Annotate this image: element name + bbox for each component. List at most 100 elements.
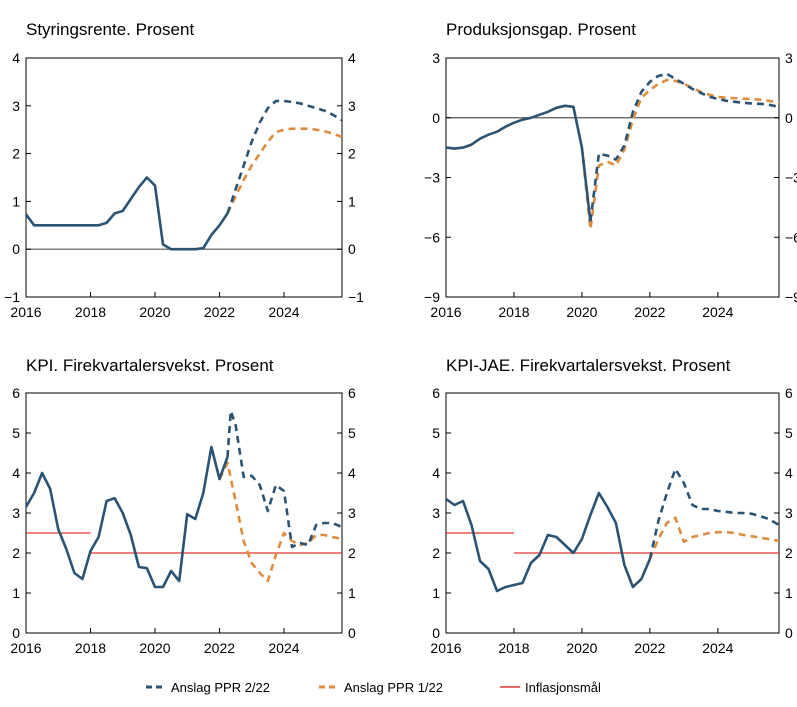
y-tick-label-right: −6 xyxy=(785,229,797,245)
y-tick-label-left: −6 xyxy=(424,229,440,245)
y-tick-label-left: 3 xyxy=(432,505,440,521)
y-tick-label-right: −9 xyxy=(785,289,797,305)
y-tick-label-left: −1 xyxy=(4,289,20,305)
y-tick-label-right: −1 xyxy=(348,289,364,305)
y-tick-label-left: 2 xyxy=(12,146,20,162)
x-tick-label: 2016 xyxy=(430,304,461,320)
y-tick-label-left: 6 xyxy=(12,385,20,401)
x-tick-label: 2016 xyxy=(10,304,41,320)
chart-svg: 0 0 1 1 2 2 3 3 4 4 5 5 6 6 2016 2018 2020 2022 2024 xyxy=(10,385,356,656)
y-tick-label-left: 3 xyxy=(12,98,20,114)
x-tick-label: 2020 xyxy=(139,640,170,656)
chart-title: KPI-JAE. Firekvartalersvekst. Prosent xyxy=(446,356,731,375)
legend-item-ppr2: Anslag PPR 2/22 xyxy=(145,676,270,698)
y-tick-label-left: 1 xyxy=(432,585,440,601)
series-line-ppr2 xyxy=(648,467,780,560)
series-line-hist xyxy=(445,104,592,222)
x-tick-label: 2024 xyxy=(268,640,299,656)
chart-svg: −1 −1 0 0 1 1 2 2 3 3 4 4 2016 2018 2020 2022 2024 xyxy=(4,50,364,320)
series-line-hist xyxy=(24,445,229,589)
y-tick-label-left: 4 xyxy=(432,465,440,481)
y-tick-label-left: 0 xyxy=(12,625,20,641)
y-tick-label-right: 1 xyxy=(348,193,356,209)
series-line-hist xyxy=(24,176,229,251)
x-tick-label: 2020 xyxy=(139,304,170,320)
y-tick-label-left: 6 xyxy=(432,385,440,401)
legend-swatch-target xyxy=(500,686,520,688)
x-tick-label: 2018 xyxy=(498,304,529,320)
plot-frame xyxy=(25,392,343,634)
y-tick-label-right: 2 xyxy=(348,545,356,561)
y-tick-label-left: 2 xyxy=(12,545,20,561)
legend-label-ppr2: Anslag PPR 2/22 xyxy=(171,679,271,695)
x-tick-label: 2018 xyxy=(75,304,106,320)
x-tick-label: 2022 xyxy=(204,304,235,320)
y-tick-label-right: 0 xyxy=(348,625,356,641)
y-tick-label-right: 1 xyxy=(348,585,356,601)
series-line-hist xyxy=(445,491,652,593)
x-tick-label: 2022 xyxy=(204,640,235,656)
y-tick-label-right: 2 xyxy=(785,545,793,561)
series-line-ppr2 xyxy=(226,99,343,214)
series-line-ppr1 xyxy=(226,127,343,214)
chart-panel-produksjonsgap: Produksjonsgap. Prosent −9 −9 −6 −6 −3 −3 0 0 3 3… xyxy=(398,0,797,340)
legend-label-target: Inflasjonsmål xyxy=(525,679,601,695)
y-tick-label-right: 3 xyxy=(348,505,356,521)
plot-frame xyxy=(445,57,780,298)
legend-label-ppr1: Anslag PPR 1/22 xyxy=(344,679,444,695)
y-tick-label-left: 0 xyxy=(12,241,20,257)
x-tick-label: 2016 xyxy=(10,640,41,656)
chart-title: Produksjonsgap. Prosent xyxy=(446,20,636,39)
y-tick-label-right: 5 xyxy=(348,425,356,441)
y-tick-label-right: 2 xyxy=(348,146,356,162)
y-tick-label-right: 6 xyxy=(785,385,793,401)
y-tick-label-left: 5 xyxy=(12,425,20,441)
chart-svg: 0 0 1 1 2 2 3 3 4 4 5 5 6 6 2016 2018 2020 2022 2024 xyxy=(430,385,793,656)
y-tick-label-left: 0 xyxy=(432,625,440,641)
series-line-ppr1 xyxy=(218,461,343,583)
chart-panel-kpi: KPI. Firekvartalersvekst. Prosent 0 0 1 1 2 2… xyxy=(0,340,398,676)
x-tick-label: 2020 xyxy=(566,304,597,320)
x-tick-label: 2024 xyxy=(268,304,299,320)
y-tick-label-left: 5 xyxy=(432,425,440,441)
y-tick-label-right: −3 xyxy=(785,170,797,186)
y-tick-label-right: 0 xyxy=(785,625,793,641)
chart-title: KPI. Firekvartalersvekst. Prosent xyxy=(26,356,274,375)
chart-svg: −9 −9 −6 −6 −3 −3 0 0 3 3 2016 2018 2020 2022 2024 xyxy=(424,50,797,320)
y-tick-label-right: 6 xyxy=(348,385,356,401)
y-tick-label-left: −3 xyxy=(424,170,440,186)
y-tick-label-right: 4 xyxy=(348,50,356,66)
y-tick-label-left: 2 xyxy=(432,545,440,561)
chart-panel-styringsrente: Styringsrente. Prosent −1 −1 0 0 1 1 2 2 3 3 4 4 201… xyxy=(0,0,398,340)
series-line-ppr2 xyxy=(226,409,343,549)
x-tick-label: 2022 xyxy=(634,304,665,320)
chart-title: Styringsrente. Prosent xyxy=(26,20,195,39)
x-tick-label: 2016 xyxy=(430,640,461,656)
y-tick-label-left: 4 xyxy=(12,465,20,481)
chart-legend: Anslag PPR 2/22 Anslag PPR 1/22 Inflasjo… xyxy=(0,676,797,700)
x-tick-label: 2018 xyxy=(75,640,106,656)
y-tick-label-right: 0 xyxy=(348,241,356,257)
legend-swatch-ppr1 xyxy=(319,685,339,689)
legend-swatch-ppr2 xyxy=(146,685,166,689)
y-tick-label-left: 1 xyxy=(12,585,20,601)
legend-item-target: Inflasjonsmål xyxy=(499,676,601,698)
y-tick-label-left: 4 xyxy=(12,50,20,66)
x-tick-label: 2018 xyxy=(498,640,529,656)
y-tick-label-right: 3 xyxy=(785,505,793,521)
y-tick-label-right: 4 xyxy=(348,465,356,481)
y-tick-label-right: 1 xyxy=(785,585,793,601)
y-tick-label-left: 0 xyxy=(432,110,440,126)
y-tick-label-right: 0 xyxy=(785,110,793,126)
y-tick-label-left: −9 xyxy=(424,289,440,305)
y-tick-label-right: 3 xyxy=(348,98,356,114)
y-tick-label-right: 4 xyxy=(785,465,793,481)
chart-panel-kpi-jae: KPI-JAE. Firekvartalersvekst. Prosent 0 0… xyxy=(398,340,797,676)
x-tick-label: 2020 xyxy=(566,640,597,656)
plot-frame xyxy=(25,57,343,298)
x-tick-label: 2024 xyxy=(702,640,733,656)
x-tick-label: 2024 xyxy=(702,304,733,320)
y-tick-label-left: 1 xyxy=(12,193,20,209)
legend-item-ppr1: Anslag PPR 1/22 xyxy=(318,676,443,698)
y-tick-label-left: 3 xyxy=(432,50,440,66)
